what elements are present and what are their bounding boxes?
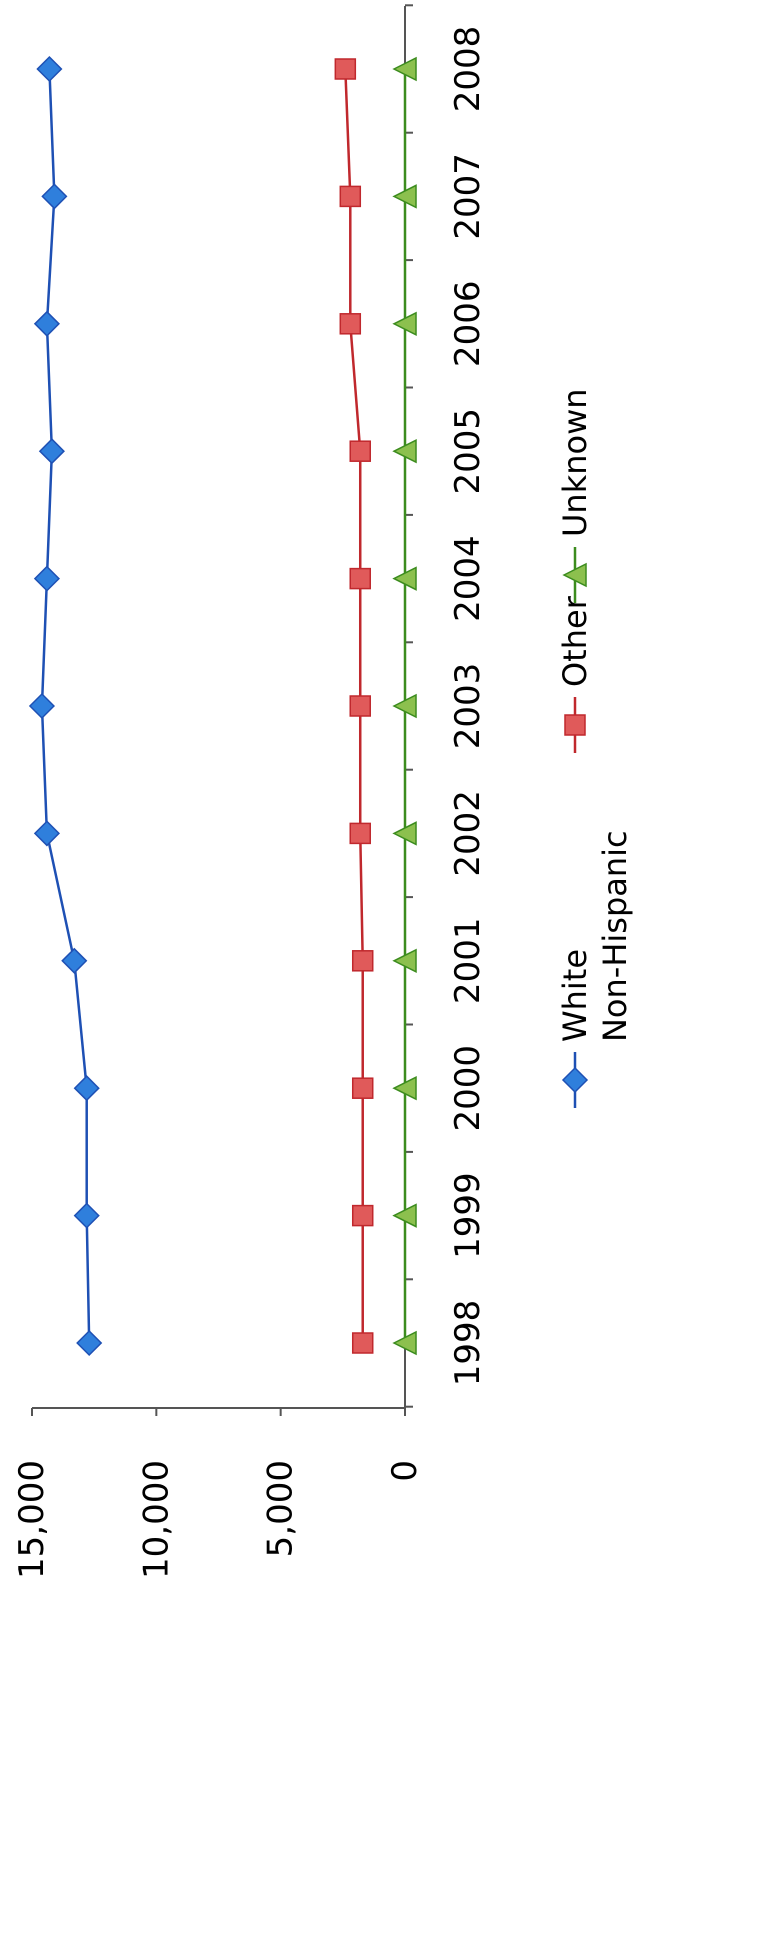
data-point-marker xyxy=(33,310,60,337)
data-point-marker xyxy=(392,56,417,82)
data-point-marker xyxy=(349,567,371,590)
data-point-marker xyxy=(392,821,417,846)
data-point-marker xyxy=(562,562,587,588)
data-point-marker xyxy=(392,693,417,719)
data-point-marker xyxy=(351,1077,374,1099)
legend-label: White xyxy=(556,949,594,1042)
series-2 xyxy=(334,58,374,1354)
data-point-marker xyxy=(351,950,374,972)
data-point-marker xyxy=(76,1329,103,1357)
data-point-marker xyxy=(73,1075,100,1102)
data-point-marker xyxy=(339,185,362,208)
legend-entry-3: Unknown xyxy=(556,388,594,603)
data-point-marker xyxy=(392,311,417,337)
category-tick-label: 2005 xyxy=(448,408,488,495)
axis-layer: 1998 1999 2000 2001 2002 2003 2004 2005 2006 2007… xyxy=(12,4,488,1579)
data-point-marker xyxy=(392,1203,417,1228)
data-point-marker xyxy=(392,1330,417,1356)
data-point-marker xyxy=(349,822,371,845)
data-point-marker xyxy=(349,695,371,717)
data-point-marker xyxy=(33,820,60,847)
category-tick-label: 2008 xyxy=(448,26,488,113)
value-tick-label: 0 xyxy=(385,1460,425,1482)
data-point-marker xyxy=(392,566,417,591)
data-point-marker xyxy=(349,440,371,462)
data-point-marker xyxy=(33,565,60,592)
data-point-marker xyxy=(392,948,417,974)
legend-entry-1: White Non-Hispanic xyxy=(556,830,634,1108)
category-tick-label: 2001 xyxy=(448,918,488,1005)
data-point-marker xyxy=(339,313,362,335)
data-point-marker xyxy=(392,184,417,209)
data-point-marker xyxy=(564,714,586,736)
category-tick-label: 1998 xyxy=(448,1300,488,1387)
data-point-marker xyxy=(334,58,357,80)
data-point-marker xyxy=(73,1202,100,1229)
data-point-marker xyxy=(38,438,65,465)
category-tick-label: 2007 xyxy=(448,153,488,240)
data-point-marker xyxy=(41,183,68,210)
category-tick-label: 2006 xyxy=(448,281,488,368)
data-point-marker xyxy=(28,692,56,720)
data-point-marker xyxy=(392,438,417,464)
category-tick-label: 2003 xyxy=(448,663,488,750)
category-tick-label: 1999 xyxy=(448,1172,488,1259)
legend-entry-2: Other xyxy=(556,595,594,753)
value-tick-label: 10,000 xyxy=(136,1460,176,1579)
category-tick-label: 2004 xyxy=(448,535,488,622)
series-layer xyxy=(28,55,417,1357)
data-point-marker xyxy=(392,1075,417,1101)
category-tick-label: 2000 xyxy=(448,1045,488,1132)
series-3 xyxy=(392,56,417,1356)
series-1 xyxy=(28,55,103,1357)
value-tick-label: 5,000 xyxy=(261,1460,301,1557)
data-point-marker xyxy=(561,1066,589,1094)
legend: White Non-Hispanic Other Unknown xyxy=(556,388,634,1108)
legend-label: Unknown xyxy=(556,388,594,537)
legend-label: Other xyxy=(556,595,594,687)
legend-label: Non-Hispanic xyxy=(596,830,634,1042)
value-tick-label: 15,000 xyxy=(12,1460,52,1579)
data-point-marker xyxy=(351,1204,374,1227)
category-tick-label: 2002 xyxy=(448,790,488,877)
data-point-marker xyxy=(36,55,63,83)
data-point-marker xyxy=(61,947,88,974)
data-point-marker xyxy=(351,1332,374,1354)
